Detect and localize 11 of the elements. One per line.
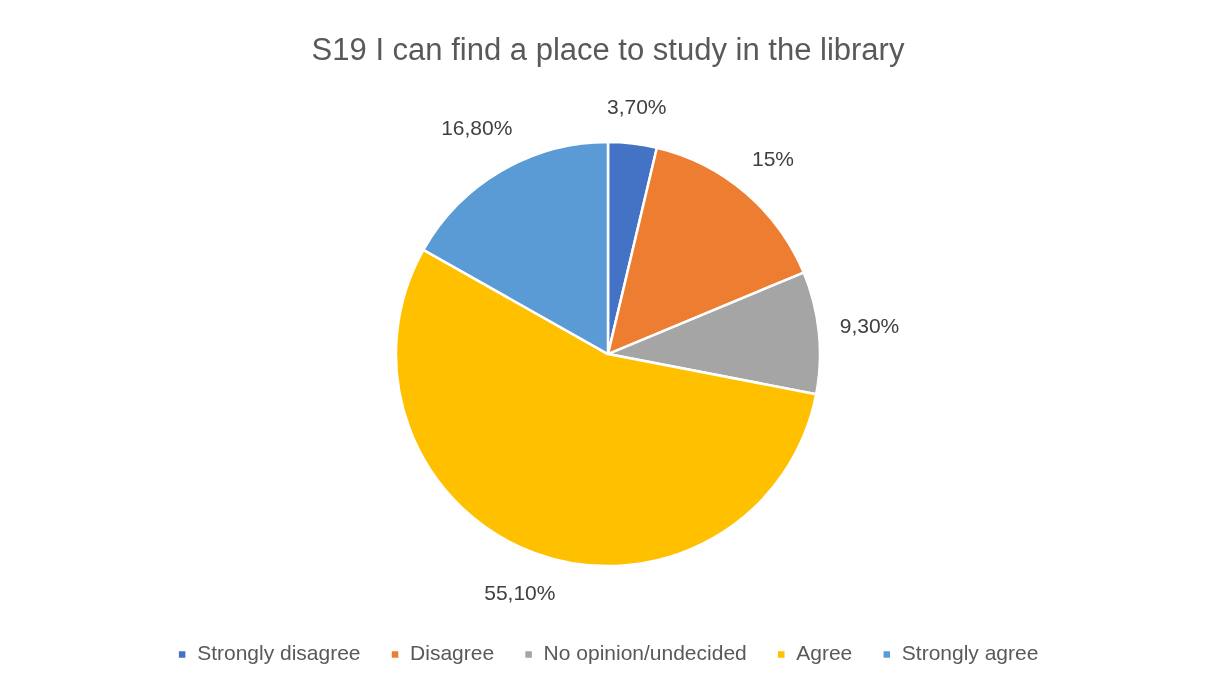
data-label: 3,70%	[606, 95, 667, 119]
data-label: 9,30%	[839, 314, 900, 338]
legend-label: Strongly agree	[901, 641, 1039, 665]
legend-label: Disagree	[410, 641, 495, 665]
legend-label: Agree	[796, 641, 853, 665]
legend-label: Strongly disagree	[197, 641, 361, 665]
chart-title: S19 I can find a place to study in the library	[311, 32, 905, 68]
data-label: 16,80%	[441, 116, 513, 140]
data-label: 55,10%	[484, 580, 556, 604]
legend-label: No opinion/undecided	[543, 641, 747, 665]
data-label: 15%	[751, 146, 794, 170]
